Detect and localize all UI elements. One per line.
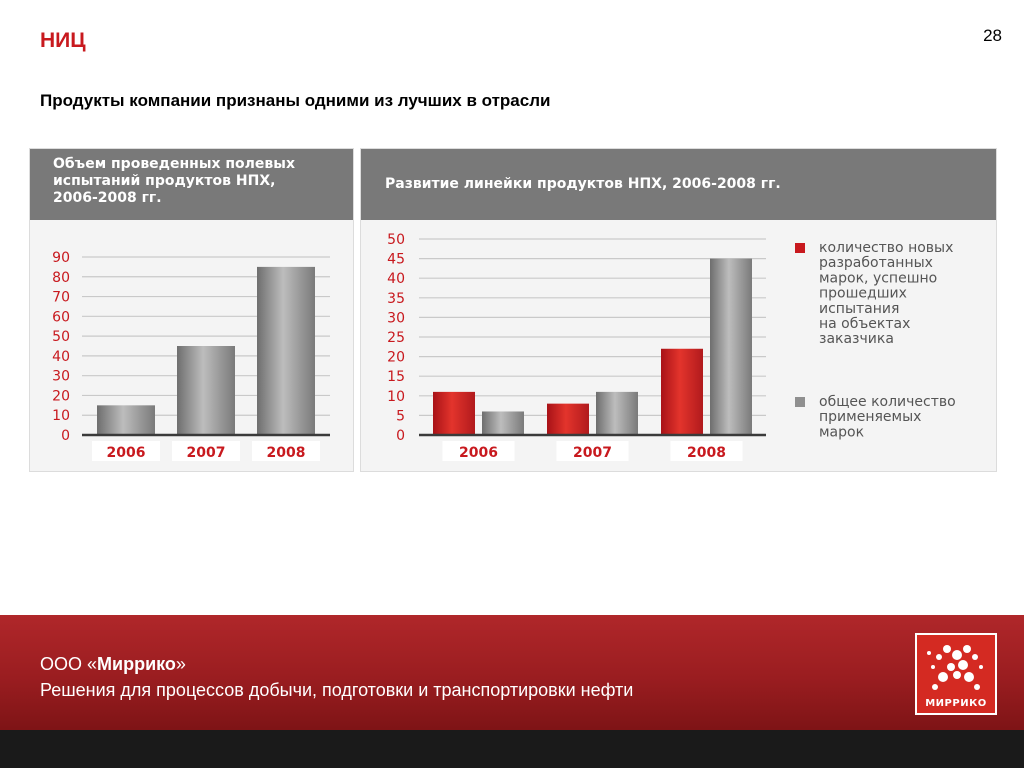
y-tick-label: 90 bbox=[52, 250, 70, 266]
bar-2006 bbox=[97, 405, 155, 435]
category-label-bg bbox=[252, 441, 320, 461]
mirriko-logo: МИРРИКО bbox=[915, 633, 997, 715]
chart-title-line: 2006-2008 гг. bbox=[53, 190, 162, 206]
y-tick-label: 40 bbox=[387, 271, 405, 287]
company-tagline: Решения для процессов добычи, подготовки… bbox=[40, 680, 634, 700]
category-label-bg bbox=[442, 441, 515, 461]
bar-2007 bbox=[177, 346, 235, 435]
bar-2008 bbox=[257, 266, 315, 435]
legend-swatch bbox=[795, 243, 805, 253]
x-tick-label: 2006 bbox=[459, 445, 498, 461]
y-tick-label: 20 bbox=[387, 350, 405, 366]
y-tick-label: 0 bbox=[61, 428, 70, 444]
y-tick-label: 20 bbox=[52, 388, 70, 404]
legend-label-line: применяемых bbox=[819, 409, 921, 425]
y-tick-label: 15 bbox=[387, 369, 405, 385]
section-title: НИЦ bbox=[40, 29, 86, 52]
category-label-bg bbox=[556, 441, 629, 461]
bar-chart-product-line: 0 5 10 15 20 25 30 35 40 45 50 2006 2007 2008 количест… bbox=[387, 232, 956, 461]
y-tick-label: 25 bbox=[387, 330, 405, 346]
y-tick-label: 50 bbox=[52, 329, 70, 345]
legend-label-line: заказчика bbox=[819, 331, 894, 347]
chart-title-text: Развитие линейки продуктов НПХ, 2006-200… bbox=[385, 176, 781, 192]
bar-series1-2007 bbox=[547, 403, 589, 435]
category-label-bg bbox=[172, 441, 240, 461]
chart-title-line: испытаний продуктов НПХ, bbox=[53, 173, 276, 189]
bar-series1-2006 bbox=[433, 391, 475, 435]
logo-dots-icon bbox=[927, 645, 983, 690]
x-tick-label: 2008 bbox=[267, 445, 306, 461]
x-tick-label: 2008 bbox=[687, 445, 726, 461]
chart-title-line: Объем проведенных полевых bbox=[53, 156, 295, 172]
page-number: 28 bbox=[983, 26, 1002, 45]
legend-label-line: испытания bbox=[819, 301, 899, 317]
legend-label-line: количество новых bbox=[819, 240, 953, 256]
slide-subtitle: Продукты компании признаны одними из луч… bbox=[40, 91, 551, 110]
x-tick-label: 2007 bbox=[573, 445, 612, 461]
x-tick-label: 2006 bbox=[107, 445, 146, 461]
legend-label-line: разработанных bbox=[819, 255, 933, 271]
chart-panel-field-tests: Объем проведенных полевых испытаний прод… bbox=[29, 148, 354, 472]
legend-label-line: марок, успешно bbox=[819, 270, 937, 286]
y-tick-label: 0 bbox=[396, 428, 405, 444]
y-tick-label: 30 bbox=[387, 310, 405, 326]
legend-label-line: общее количество bbox=[819, 394, 956, 410]
footer-band bbox=[0, 615, 1024, 730]
x-tick-label: 2007 bbox=[187, 445, 226, 461]
y-tick-label: 10 bbox=[387, 389, 405, 405]
legend-label-line: марок bbox=[819, 424, 864, 440]
y-tick-label: 5 bbox=[396, 408, 405, 424]
y-tick-label: 70 bbox=[52, 290, 70, 306]
y-tick-label: 30 bbox=[52, 369, 70, 385]
chart-title-field-tests: Объем проведенных полевых испытаний прод… bbox=[30, 149, 353, 220]
bar-series2-2008 bbox=[710, 258, 752, 435]
y-tick-label: 60 bbox=[52, 309, 70, 325]
logo-text: МИРРИКО bbox=[925, 698, 987, 709]
chart-title-product-line: Развитие линейки продуктов НПХ, 2006-200… bbox=[361, 149, 996, 220]
legend-label-line: прошедших bbox=[819, 286, 907, 302]
y-tick-label: 80 bbox=[52, 270, 70, 286]
y-tick-label: 35 bbox=[387, 291, 405, 307]
y-tick-label: 50 bbox=[387, 232, 405, 248]
category-label-bg bbox=[92, 441, 160, 461]
bar-series2-2006 bbox=[482, 411, 524, 435]
category-label-bg bbox=[670, 441, 743, 461]
bar-series1-2008 bbox=[661, 348, 703, 435]
bar-series2-2007 bbox=[596, 391, 638, 435]
chart-panel-product-line: Развитие линейки продуктов НПХ, 2006-200… bbox=[360, 148, 997, 472]
footer-bottom-strip bbox=[0, 730, 1024, 768]
legend-swatch bbox=[795, 397, 805, 407]
y-tick-label: 40 bbox=[52, 349, 70, 365]
company-name: ООО «Миррико» bbox=[40, 654, 186, 674]
legend-label-line: на объектах bbox=[819, 316, 910, 332]
y-tick-label: 45 bbox=[387, 252, 405, 268]
y-tick-label: 10 bbox=[52, 408, 70, 424]
bar-chart-field-tests: 0 10 20 30 40 50 60 70 80 90 2006 2007 2008 bbox=[52, 250, 330, 461]
